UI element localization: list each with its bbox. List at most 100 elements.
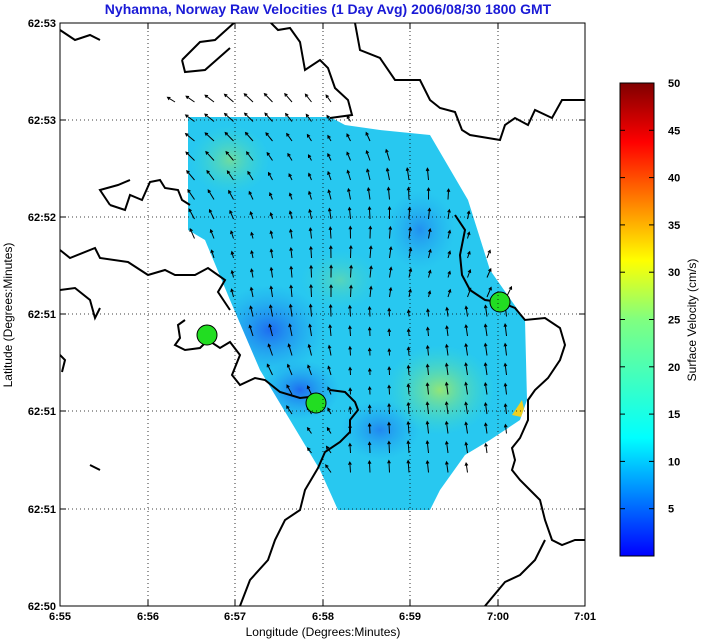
velocity-arrow bbox=[385, 167, 390, 181]
velocity-arrow bbox=[348, 405, 353, 415]
velocity-arrow bbox=[464, 305, 469, 317]
velocity-arrow bbox=[425, 167, 430, 181]
velocity-arrow bbox=[250, 268, 254, 278]
velocity-arrow bbox=[266, 363, 273, 376]
velocity-arrow bbox=[503, 323, 508, 337]
velocity-arrow bbox=[327, 134, 332, 142]
velocity-arrow bbox=[348, 461, 352, 473]
velocity-arrow bbox=[446, 188, 451, 200]
velocity-arrow bbox=[367, 305, 372, 317]
colorbar-tick-label: 25 bbox=[668, 315, 680, 327]
velocity-arrow bbox=[349, 284, 353, 298]
velocity-arrow bbox=[387, 328, 392, 337]
velocity-arrow bbox=[187, 188, 195, 200]
velocity-arrow bbox=[447, 250, 452, 259]
y-axis-label: Latitude (Degrees:Minutes) bbox=[1, 243, 15, 388]
y-tick-label: 62:51 bbox=[28, 504, 56, 516]
velocity-arrow bbox=[425, 420, 430, 434]
colorbar-label: Surface Velocity (cm/s) bbox=[685, 259, 699, 382]
velocity-arrow bbox=[326, 426, 332, 434]
velocity-arrow bbox=[405, 167, 410, 181]
velocity-arrow bbox=[426, 308, 430, 317]
velocity-arrow bbox=[289, 246, 293, 259]
velocity-arrow bbox=[387, 307, 392, 317]
velocity-arrow bbox=[467, 250, 471, 259]
velocity-arrow bbox=[308, 303, 313, 317]
station-marker bbox=[196, 324, 218, 346]
velocity-arrow bbox=[268, 304, 273, 317]
velocity-arrow bbox=[228, 189, 234, 200]
velocity-arrow bbox=[367, 460, 372, 473]
velocity-arrow bbox=[286, 363, 293, 376]
velocity-arrow bbox=[326, 114, 332, 122]
velocity-arrow bbox=[248, 190, 254, 200]
velocity-arrow bbox=[328, 245, 333, 259]
velocity-arrow bbox=[483, 323, 488, 337]
velocity-arrow bbox=[308, 172, 312, 181]
velocity-arrow bbox=[188, 208, 195, 220]
velocity-arrow bbox=[229, 209, 234, 220]
velocity-arrow bbox=[406, 383, 411, 395]
velocity-arrow bbox=[250, 231, 254, 239]
velocity-arrow bbox=[483, 304, 488, 317]
velocity-arrow bbox=[306, 385, 312, 395]
colorbar-gradient bbox=[619, 82, 655, 557]
velocity-arrow bbox=[483, 381, 488, 395]
velocity-arrow bbox=[268, 171, 273, 181]
y-tick-label: 62:51 bbox=[28, 309, 56, 321]
station-markers bbox=[196, 291, 511, 414]
velocity-arrow bbox=[348, 387, 353, 395]
velocity-arrow bbox=[483, 342, 488, 356]
velocity-arrow bbox=[288, 210, 293, 220]
velocity-arrow bbox=[328, 303, 333, 317]
velocity-arrow bbox=[244, 131, 254, 142]
velocity-arrow bbox=[304, 93, 312, 103]
colorbar-tick-label: 30 bbox=[668, 267, 680, 279]
x-tick-label: 6:57 bbox=[224, 611, 246, 623]
velocity-arrow bbox=[367, 404, 372, 415]
velocity-arrow bbox=[284, 92, 293, 103]
velocity-arrow bbox=[467, 269, 472, 278]
velocity-arrow bbox=[225, 150, 234, 161]
colorbar-tick-label: 15 bbox=[668, 409, 680, 421]
velocity-arrow bbox=[230, 269, 235, 278]
velocity-arrow bbox=[387, 459, 391, 473]
velocity-arrow bbox=[305, 113, 312, 122]
colorbar-tick-label: 35 bbox=[668, 220, 680, 232]
velocity-arrow bbox=[243, 112, 254, 122]
velocity-arrow bbox=[425, 363, 430, 376]
velocity-arrow bbox=[327, 152, 332, 161]
velocity-arrow bbox=[166, 96, 176, 103]
velocity-arrow bbox=[289, 228, 293, 239]
velocity-arrow bbox=[387, 366, 392, 376]
velocity-arrow bbox=[265, 132, 273, 142]
velocity-arrow bbox=[365, 149, 371, 161]
velocity-arrow bbox=[387, 384, 392, 395]
velocity-arrow bbox=[349, 264, 353, 278]
velocity-arrow bbox=[327, 386, 332, 395]
velocity-arrow bbox=[306, 133, 312, 142]
velocity-arrow bbox=[249, 286, 254, 298]
x-tick-label: 6:56 bbox=[137, 611, 159, 623]
velocity-arrow bbox=[486, 286, 492, 298]
colorbar-tick-label: 20 bbox=[668, 362, 680, 374]
x-tick-label: 6:58 bbox=[312, 611, 334, 623]
velocity-arrow bbox=[327, 407, 332, 415]
velocity-arrow bbox=[348, 366, 353, 376]
velocity-arrow bbox=[447, 229, 452, 239]
velocity-arrow bbox=[426, 187, 431, 200]
velocity-arrow bbox=[484, 422, 488, 434]
velocity-arrow bbox=[348, 225, 353, 239]
velocity-arrow bbox=[263, 92, 273, 103]
velocity-arrow bbox=[284, 112, 293, 122]
velocity-arrow bbox=[503, 403, 508, 415]
velocity-arrow bbox=[348, 345, 352, 356]
velocity-arrow bbox=[367, 326, 372, 337]
velocity-arrow bbox=[425, 382, 430, 395]
y-tick-label: 62:52 bbox=[28, 212, 56, 224]
velocity-arrow bbox=[464, 362, 468, 376]
velocity-arrow bbox=[226, 170, 234, 181]
velocity-arrow bbox=[387, 440, 391, 454]
velocity-arrow bbox=[207, 189, 215, 200]
